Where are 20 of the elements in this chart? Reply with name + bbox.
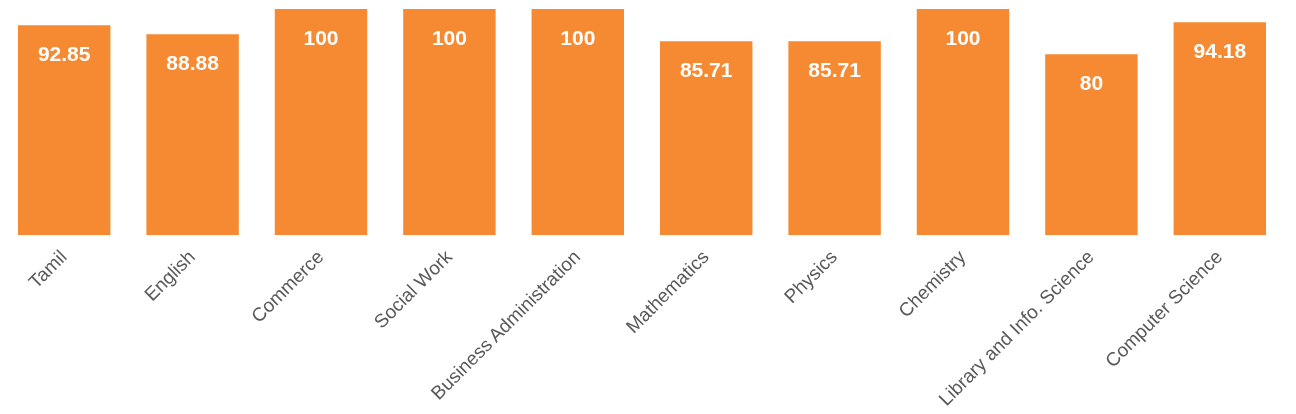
data-label: 100 bbox=[945, 25, 981, 49]
bar bbox=[531, 9, 625, 236]
bar bbox=[788, 41, 881, 236]
data-label: 85.71 bbox=[808, 58, 862, 82]
data-label: 100 bbox=[431, 25, 467, 49]
bar bbox=[17, 25, 111, 236]
bar bbox=[274, 9, 368, 236]
bar bbox=[659, 41, 753, 236]
data-label: 92.85 bbox=[37, 41, 91, 65]
data-label: 80 bbox=[1079, 71, 1104, 95]
data-label: 100 bbox=[303, 25, 339, 49]
bar bbox=[146, 34, 239, 236]
data-label: 85.71 bbox=[679, 58, 733, 82]
bar bbox=[403, 9, 496, 236]
bar bbox=[1173, 22, 1267, 236]
data-label: 88.88 bbox=[166, 50, 220, 74]
bar bbox=[916, 9, 1010, 236]
data-label: 94.18 bbox=[1193, 38, 1247, 62]
bar bbox=[1045, 54, 1138, 236]
data-label: 100 bbox=[560, 25, 596, 49]
